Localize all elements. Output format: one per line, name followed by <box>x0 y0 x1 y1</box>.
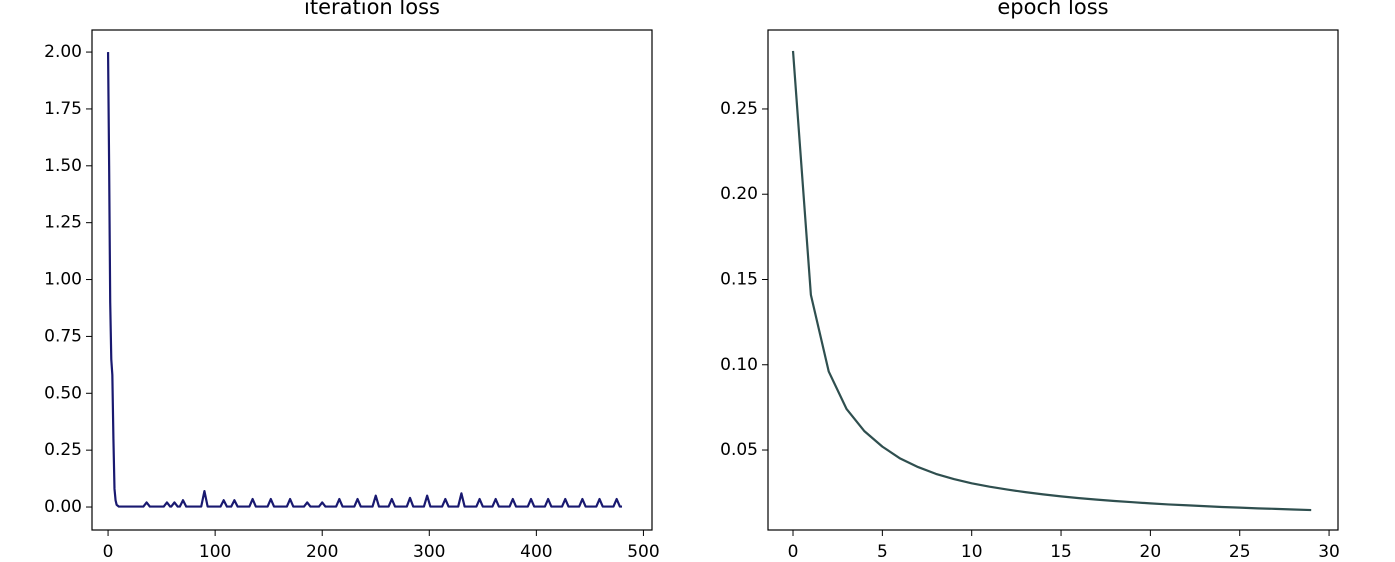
y-tick-label: 2.00 <box>44 42 82 62</box>
x-tick-label: 200 <box>306 542 338 562</box>
x-tick-label: 15 <box>1050 542 1072 562</box>
y-tick-label: 1.00 <box>44 270 82 290</box>
y-tick-label: 0.05 <box>720 440 758 460</box>
x-tick-label: 25 <box>1229 542 1251 562</box>
x-tick-label: 20 <box>1140 542 1162 562</box>
x-tick-label: 500 <box>627 542 659 562</box>
plot-frame <box>767 29 1339 531</box>
chart-title: iteration loss <box>304 0 440 19</box>
x-tick-label: 300 <box>413 542 445 562</box>
x-tick-label: 0 <box>788 542 799 562</box>
y-tick-label: 0.50 <box>44 383 82 403</box>
y-tick-label: 0.10 <box>720 355 758 375</box>
x-tick-label: 5 <box>877 542 888 562</box>
x-tick-label: 100 <box>199 542 231 562</box>
line-series <box>106 52 623 508</box>
y-tick-label: 1.50 <box>44 156 82 176</box>
y-tick-label: 0.25 <box>44 440 82 460</box>
y-tick-label: 1.75 <box>44 99 82 119</box>
y-tick-label: 0.25 <box>720 99 758 119</box>
x-tick-label: 10 <box>961 542 983 562</box>
x-tick-label: 30 <box>1318 542 1340 562</box>
x-tick-label: 400 <box>520 542 552 562</box>
plot-frame <box>91 29 653 531</box>
x-tick-label: 0 <box>103 542 114 562</box>
line-series <box>791 50 1312 512</box>
y-tick-label: 0.75 <box>44 326 82 346</box>
y-tick-label: 0.15 <box>720 269 758 289</box>
y-tick-label: 0.20 <box>720 184 758 204</box>
y-tick-label: 1.25 <box>44 213 82 233</box>
y-tick-label: 0.00 <box>44 497 82 517</box>
chart-title: epoch loss <box>997 0 1108 19</box>
